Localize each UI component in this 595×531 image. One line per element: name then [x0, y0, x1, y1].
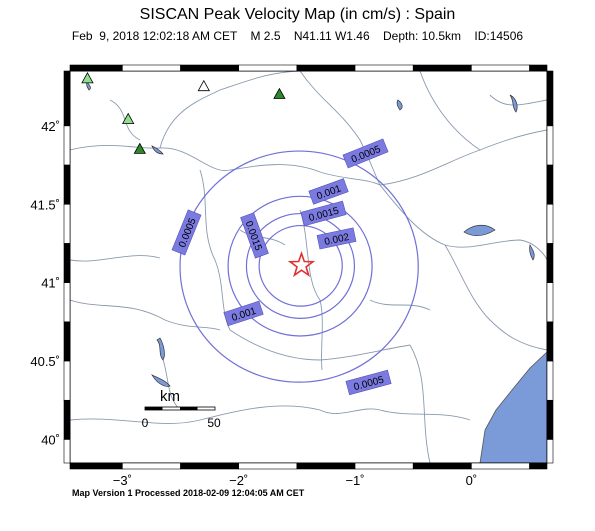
frame-segment	[546, 125, 554, 166]
contour-label-box: 0.0005	[171, 209, 202, 256]
frame-segment	[296, 64, 356, 72]
map-frame	[63, 64, 554, 470]
frame-segment	[69, 64, 123, 72]
frame-segment	[546, 164, 554, 205]
contour-0.002	[258, 224, 343, 307]
frame-segment	[63, 321, 71, 362]
frame-segment	[546, 203, 554, 244]
frame-segment	[69, 462, 123, 470]
reservoirs	[86, 81, 535, 387]
contour-label: 0.0015	[308, 205, 341, 224]
frame-segment	[180, 64, 239, 72]
scale-min-label: 0	[142, 416, 149, 430]
frame-segment	[546, 282, 554, 323]
lon-tick-label: 0˚	[466, 473, 478, 488]
frame-segment	[546, 360, 554, 401]
lat-tick-label: 40.5˚	[30, 354, 60, 369]
contour-0.001	[227, 195, 373, 337]
contour-label-box: 0.0005	[345, 369, 392, 396]
contour-label: 0.001	[315, 183, 343, 202]
frame-segment	[546, 243, 554, 283]
contour-label-box: 0.0015	[240, 212, 269, 259]
lon-tick-label: −3˚	[113, 473, 132, 488]
epicenter-star-icon	[287, 250, 316, 278]
contour-0.0015	[245, 212, 356, 319]
contour-label-box: 0.001	[308, 178, 349, 205]
lat-tick-label: 42˚	[41, 119, 60, 134]
frame-segment	[63, 282, 71, 323]
contour-label: 0.0005	[353, 374, 386, 393]
station-triangle-icon	[133, 142, 146, 154]
frame-segment	[546, 321, 554, 362]
lat-tick-label: 40˚	[41, 432, 60, 447]
contour-label: 0.002	[323, 232, 350, 248]
frame-segment	[63, 164, 71, 205]
frame-segment	[63, 360, 71, 401]
lat-tick-label: 41˚	[41, 276, 60, 291]
contour-label-box: 0.002	[316, 227, 357, 250]
frame-segment	[63, 243, 71, 283]
contour-label-box: 0.0005	[342, 138, 389, 169]
frame-segment	[122, 462, 181, 470]
frame-segment	[412, 462, 472, 470]
frame-segment	[296, 462, 356, 470]
map-title: SISCAN Peak Velocity Map (in cm/s) : Spa…	[139, 6, 456, 23]
frame-segment	[529, 64, 548, 72]
scale-bar: km 0 50	[142, 388, 221, 430]
frame-segment	[471, 64, 530, 72]
station-triangle-icon	[197, 79, 210, 92]
frame-segment	[63, 203, 71, 244]
contour-0.0005	[179, 150, 419, 383]
frame-segment	[63, 125, 71, 166]
frame-segment	[63, 70, 71, 127]
scale-max-label: 50	[207, 416, 221, 430]
station-triangle-icon	[81, 72, 94, 84]
lon-tick-label: −2˚	[229, 473, 248, 488]
lat-tick-label: 41.5˚	[30, 197, 60, 212]
frame-segment	[354, 462, 414, 470]
contour-label: 0.001	[230, 306, 258, 324]
contour-label-box: 0.0015	[300, 200, 347, 227]
frame-segment	[238, 462, 298, 470]
station-triangle-icon	[121, 112, 135, 125]
frame-segment	[180, 462, 239, 470]
frame-segment	[546, 439, 554, 464]
frame-segment	[238, 64, 298, 72]
station-triangle-icon	[273, 87, 286, 99]
frame-segment	[412, 64, 472, 72]
frame-segment	[63, 439, 71, 464]
frame-segment	[122, 64, 181, 72]
event-info: Feb 9, 2018 12:02:18 AM CET M 2.5 N41.11…	[71, 29, 524, 43]
frame-segment	[546, 399, 554, 440]
frame-segment	[354, 64, 414, 72]
frame-segment	[529, 462, 548, 470]
map-border	[69, 70, 548, 464]
processed-info: Map Version 1 Processed 2018-02-09 12:04…	[72, 488, 305, 498]
frame-segment	[546, 70, 554, 127]
frame-segment	[471, 462, 530, 470]
lon-tick-label: −1˚	[345, 473, 364, 488]
scale-unit: km	[160, 388, 180, 405]
frame-segment	[63, 399, 71, 440]
rivers	[70, 71, 547, 463]
sea-area	[479, 351, 547, 463]
